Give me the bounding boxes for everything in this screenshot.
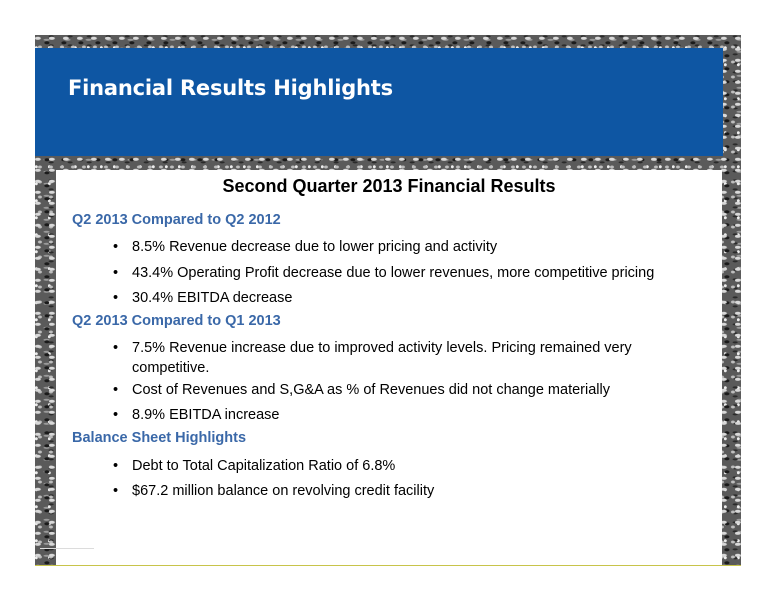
slide-subtitle: Second Quarter 2013 Financial Results bbox=[222, 176, 556, 196]
bullet-text: Cost of Revenues and S,G&A as % of Reven… bbox=[132, 382, 610, 398]
content-panel bbox=[56, 170, 722, 565]
bullet-item: • 7.5% Revenue increase due to improved … bbox=[113, 338, 703, 378]
bullet-text: 7.5% Revenue increase due to improved ac… bbox=[132, 340, 632, 376]
bullet-text: 8.5% Revenue decrease due to lower prici… bbox=[132, 239, 498, 255]
bullet-item: • 8.9% EBITDA increase bbox=[113, 405, 703, 425]
bullet-dot: • bbox=[113, 382, 119, 398]
section-heading-balance-sheet: Balance Sheet Highlights bbox=[72, 430, 247, 446]
header-band bbox=[35, 48, 723, 156]
bullet-dot: • bbox=[113, 407, 119, 423]
bullet-text: 8.9% EBITDA increase bbox=[132, 407, 280, 423]
bullet-dot: • bbox=[113, 483, 119, 499]
bullet-text: $67.2 million balance on revolving credi… bbox=[132, 483, 435, 499]
slide-title: Financial Results Highlights bbox=[68, 76, 393, 100]
bullet-item: • 43.4% Operating Profit decrease due to… bbox=[113, 263, 703, 283]
bullet-dot: • bbox=[113, 265, 119, 281]
bullet-dot: • bbox=[113, 340, 119, 356]
bullet-item: • 8.5% Revenue decrease due to lower pri… bbox=[113, 237, 703, 257]
bullet-text: Debt to Total Capitalization Ratio of 6.… bbox=[132, 458, 396, 474]
bullet-item: • 30.4% EBITDA decrease bbox=[113, 288, 703, 308]
footer-line bbox=[35, 565, 741, 566]
bullet-dot: • bbox=[113, 458, 119, 474]
bullet-item: • $67.2 million balance on revolving cre… bbox=[113, 481, 703, 501]
bullet-text: 30.4% EBITDA decrease bbox=[132, 290, 293, 306]
bullet-item: • Debt to Total Capitalization Ratio of … bbox=[113, 456, 703, 476]
section-heading-q2-vs-q2: Q2 2013 Compared to Q2 2012 bbox=[72, 212, 281, 228]
bullet-item: • Cost of Revenues and S,G&A as % of Rev… bbox=[113, 380, 703, 400]
footer-mark bbox=[40, 548, 94, 549]
bullet-dot: • bbox=[113, 290, 119, 306]
bullet-dot: • bbox=[113, 239, 119, 255]
section-heading-q2-vs-q1: Q2 2013 Compared to Q1 2013 bbox=[72, 313, 281, 329]
bullet-text: 43.4% Operating Profit decrease due to l… bbox=[132, 265, 655, 281]
